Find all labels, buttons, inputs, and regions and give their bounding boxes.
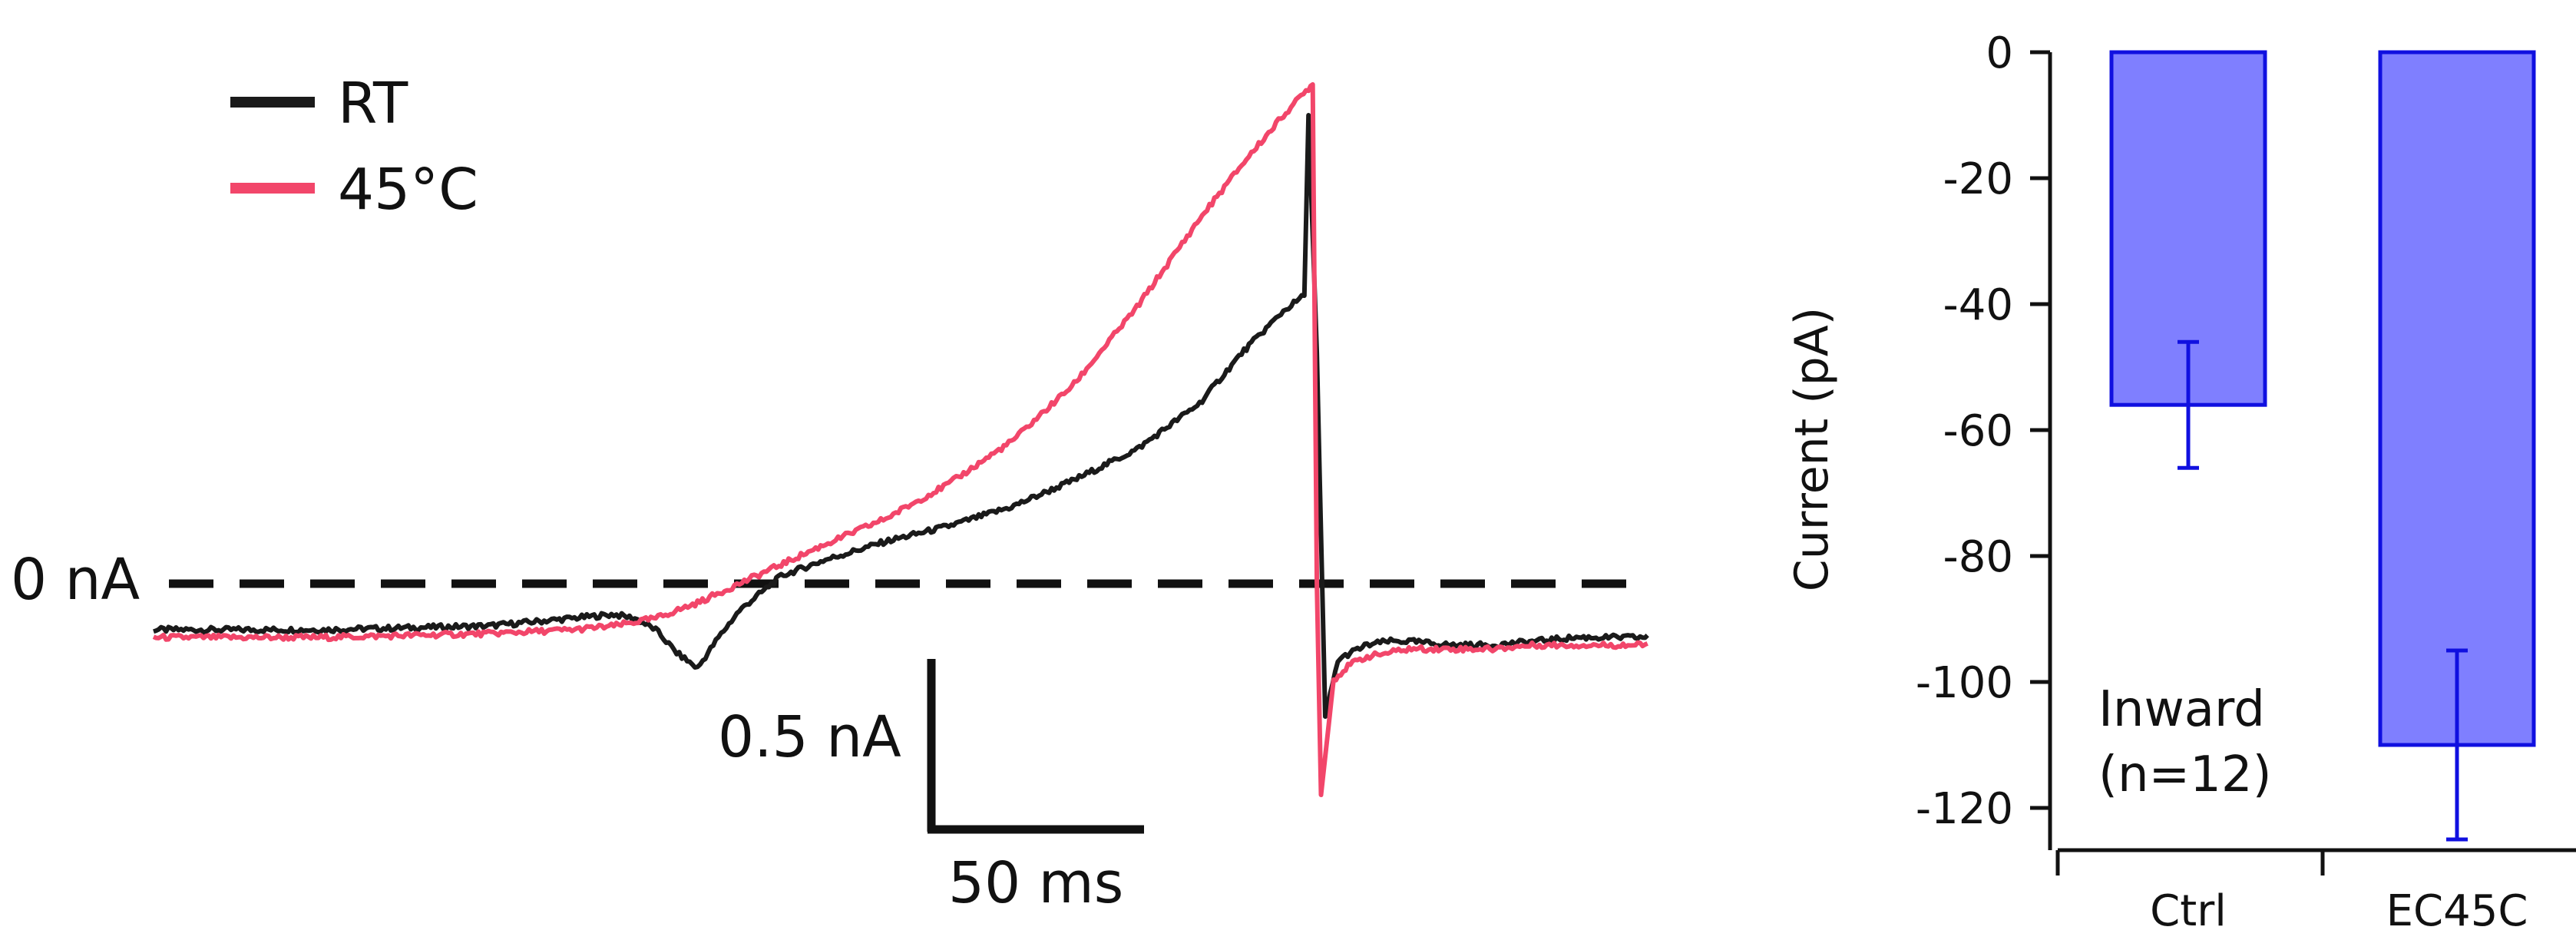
annotation-line-2: (n=12) [2098,746,2272,803]
y-tick-label: -60 [1943,406,2013,456]
legend: RT 45°C [230,71,478,223]
scale-bar-x-label: 50 ms [948,850,1123,916]
x-tick-label: Ctrl [2150,886,2227,936]
y-tick-label: 0 [1986,28,2013,78]
bar-panel: Current (pA) 0 -20 -40 -60 -80 -100 -120 Ctrl E… [1785,28,2576,936]
y-tick-label: -40 [1943,280,2013,330]
bar-ec45c [2378,50,2536,747]
y-axis-title: Current (pA) [1785,307,1839,591]
error-bar-ec45c [2446,648,2468,842]
scale-bar: 0.5 nA 50 ms [718,659,1144,916]
trace-rt [153,113,1649,719]
bars [2109,50,2536,842]
y-tick-label: -120 [1916,784,2013,834]
x-tick-label: EC45C [2386,886,2528,936]
trace-panel: RT 45°C 0 nA 0.5 nA 50 ms [11,71,1649,916]
zero-label: 0 nA [11,547,141,613]
y-axis: 0 -20 -40 -60 -80 -100 -120 [1916,28,2052,850]
x-axis: Ctrl EC45C [2055,848,2576,936]
scale-bar-y-label: 0.5 nA [718,704,901,770]
y-tick-label: -80 [1943,532,2013,582]
trace-45c [152,82,1648,797]
legend-label-45c: 45°C [338,157,478,223]
legend-label-rt: RT [338,71,408,137]
y-tick-label: -100 [1916,658,2013,708]
y-tick-label: -20 [1943,154,2013,204]
annotation-line-1: Inward [2098,681,2265,738]
error-bar-ctrl [2178,339,2199,470]
